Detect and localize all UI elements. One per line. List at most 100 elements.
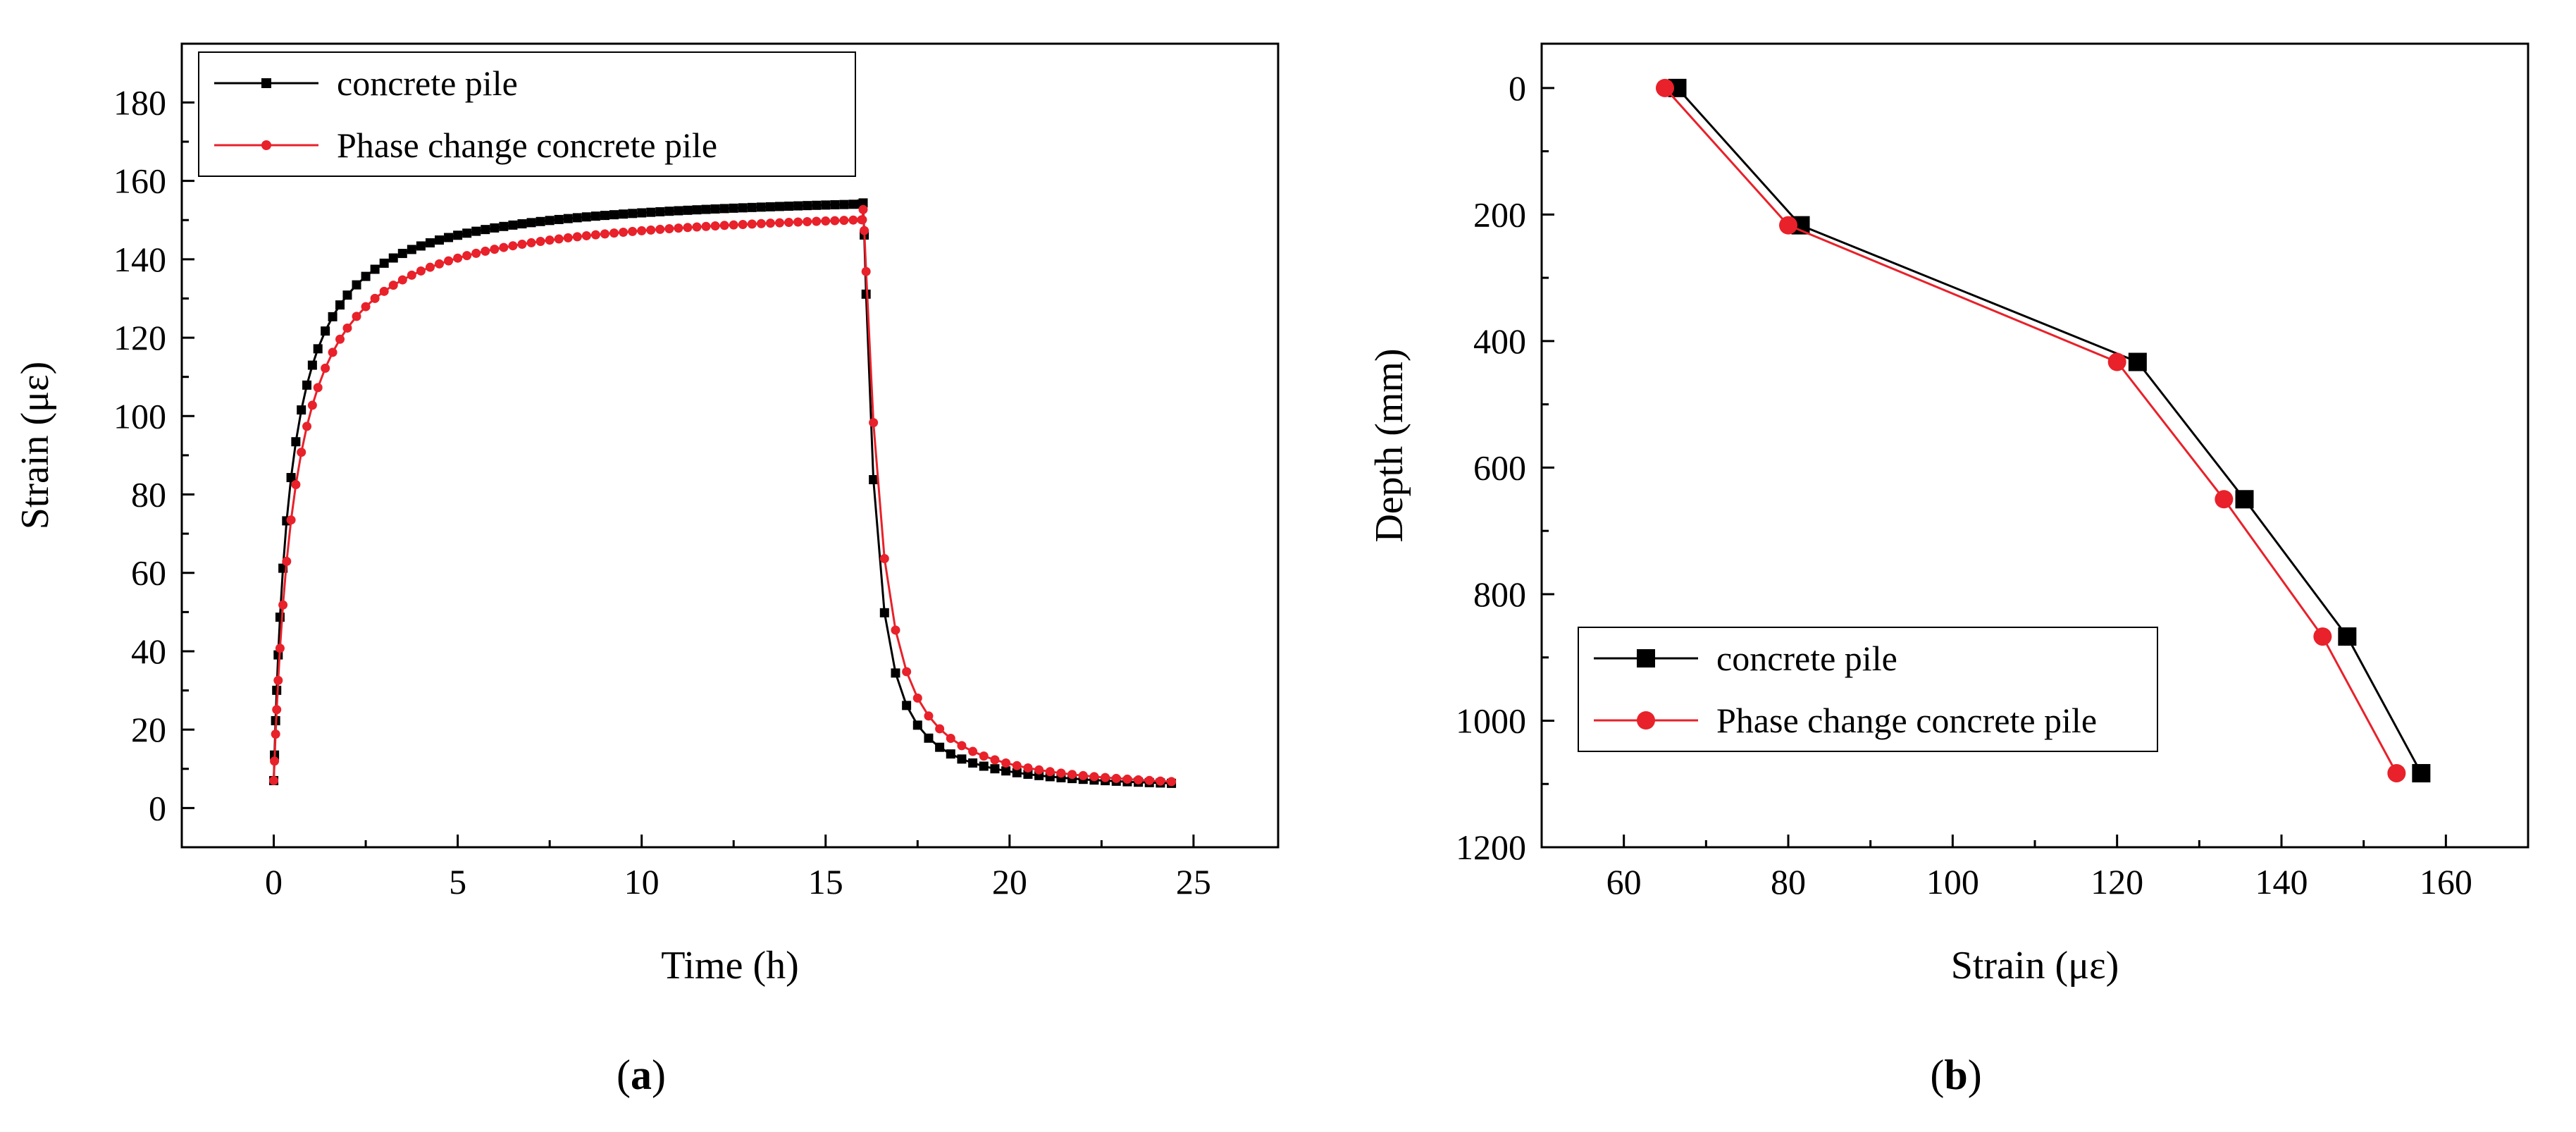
chart-a-point-concrete [388,253,398,263]
panel-b-caption-letter: b [1944,1052,1967,1098]
chart-a-point-phase-change [979,751,989,761]
panel-a-caption-close: ) [652,1052,666,1098]
chart-a-x-tick-label: 20 [992,862,1027,902]
chart-a-point-phase-change [297,448,306,457]
chart-a-point-concrete [879,608,889,617]
chart-a-point-phase-change [370,293,380,303]
chart-a-point-phase-change [1012,761,1022,770]
chart-b-y-tick-label: 400 [1473,321,1526,361]
chart-a-point-phase-change [912,693,922,703]
chart-a-point-concrete [655,207,665,216]
chart-a-point-phase-change [957,741,967,751]
chart-a-point-concrete [619,209,628,219]
chart-a-point-phase-change [275,644,285,653]
chart-a-point-concrete [646,207,656,217]
chart-b-point-phase-change [2387,763,2406,782]
chart-a-point-phase-change [361,302,371,312]
chart-a-point-concrete [902,701,912,710]
chart-a-point-concrete [891,668,900,678]
panel-a-caption-letter: a [631,1052,652,1098]
chart-b-y-tick-label: 1000 [1456,701,1526,740]
chart-b-frame [1540,42,2529,849]
panel-b-caption-open: ( [1930,1052,1944,1098]
chart-a-point-phase-change [590,230,600,240]
chart-a-point-phase-change [683,223,693,233]
chart-a-x-tick-label: 5 [449,862,466,902]
chart-a-legend: concrete pile Phase change concrete pile [198,51,856,177]
chart-a-series [269,198,1177,788]
chart-a-point-concrete [526,218,536,228]
chart-a-legend-box [198,51,856,177]
chart-a-point-concrete [935,742,945,752]
chart-a-series-line-phase-change [273,209,1172,783]
chart-a-point-phase-change [273,675,283,685]
chart-a-point-phase-change [655,224,665,234]
chart-a-point-phase-change [271,729,280,739]
chart-a-point-phase-change [379,286,389,296]
chart-a-point-phase-change [269,775,279,785]
chart-b-legend: concrete pile Phase change concrete pile [1578,627,2158,752]
chart-a-point-phase-change [784,218,794,228]
chart-a-point-phase-change [425,262,435,272]
chart-a-point-phase-change [1101,773,1110,782]
chart-a-y-tick-label: 180 [113,82,166,122]
chart-a-point-phase-change [1045,767,1055,777]
chart-a-point-phase-change [664,223,674,233]
chart-a-point-concrete [628,209,638,219]
chart-a-point-phase-change [499,242,509,252]
chart-a-point-phase-change [291,479,301,489]
chart-a-point-concrete [302,380,312,390]
chart-b-point-phase-change [2215,490,2234,509]
chart-b-y-tick-label: 1200 [1456,828,1526,867]
chart-a-legend-label-concrete: concrete pile [337,63,518,103]
chart-a-y-tick-label: 80 [131,475,166,515]
chart-b-legend-label-phase-change: Phase change concrete pile [1716,701,2097,740]
chart-a-point-concrete [803,201,812,211]
chart-a-point-concrete [313,344,323,354]
chart-b-ticks [1542,87,2447,849]
chart-a-legend-marker-concrete [261,78,271,88]
chart-a-point-phase-change [830,216,840,226]
chart-a-point-phase-change [508,241,518,251]
chart-a-point-phase-change [1001,758,1011,768]
chart-a: 0 5 10 15 20 25 0 20 40 60 80 100 120 140 160 180 Time … [13,42,1280,1098]
chart-a-point-phase-change [793,217,803,227]
chart-a-point-phase-change [1067,770,1077,780]
chart-a-point-concrete [307,360,317,370]
chart-a-point-concrete [710,204,720,214]
chart-a-point-phase-change [526,238,536,247]
chart-a-point-phase-change [282,556,292,566]
chart-a-ticks [182,101,1195,847]
chart-b-x-tick-label: 100 [1926,862,1979,902]
chart-a-point-phase-change [869,418,879,428]
chart-a-point-phase-change [1056,768,1066,778]
chart-a-point-concrete [370,264,380,274]
chart-a-point-concrete [664,207,674,216]
chart-a-point-phase-change [270,756,280,766]
chart-a-point-concrete [416,241,426,251]
chart-a-point-concrete [490,223,500,233]
chart-a-point-phase-change [462,251,472,261]
chart-a-point-concrete [858,198,868,208]
chart-a-legend-label-phase-change: Phase change concrete pile [337,125,717,165]
chart-a-point-concrete [1023,769,1033,779]
chart-a-point-concrete [291,437,301,447]
chart-a-point-phase-change [1167,777,1177,787]
chart-a-y-tick-label: 100 [113,396,166,436]
chart-b-legend-box [1578,627,2158,752]
chart-a-point-phase-change [861,266,871,276]
chart-a-point-phase-change [471,248,481,258]
chart-a-point-phase-change [1111,773,1121,783]
chart-a-tick-labels: 0 5 10 15 20 25 0 20 40 60 80 100 120 140 160 180 [113,82,1211,902]
chart-a-x-axis-label: Time (h) [661,944,799,988]
chart-a-point-phase-change [416,266,426,276]
chart-a-point-concrete [286,473,296,483]
chart-a-point-phase-change [490,245,500,254]
chart-a-point-phase-change [554,234,564,244]
chart-a-y-tick-label: 160 [113,161,166,201]
chart-a-series-line-concrete [273,199,1172,785]
chart-b-point-concrete [2412,763,2431,782]
chart-a-point-phase-change [1089,772,1099,782]
chart-a-point-phase-change [1122,774,1132,784]
chart-a-point-phase-change [968,746,978,756]
